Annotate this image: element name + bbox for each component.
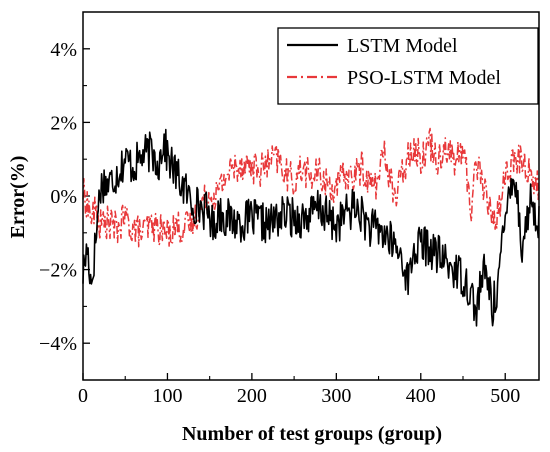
legend-box bbox=[277, 27, 539, 105]
series-line-pso-lstm bbox=[82, 127, 540, 248]
y-axis-ticks: −4% −2% 0% 2% 4% bbox=[39, 39, 90, 355]
legend-label-lstm: LSTM Model bbox=[347, 35, 458, 57]
y-tick-label: −4% bbox=[39, 333, 77, 355]
x-tick-label: 400 bbox=[406, 385, 436, 407]
x-tick-label: 200 bbox=[237, 385, 267, 407]
y-tick-label: 2% bbox=[50, 112, 77, 134]
legend: LSTM Model PSO-LSTM Model bbox=[277, 27, 539, 105]
x-tick-label: 300 bbox=[321, 385, 351, 407]
y-axis-label: Error(%) bbox=[7, 156, 29, 239]
y-tick-label: 4% bbox=[50, 39, 77, 61]
series-layer bbox=[82, 127, 540, 327]
x-axis-ticks: 0 100 200 300 400 500 bbox=[78, 373, 520, 407]
x-tick-label: 0 bbox=[78, 385, 88, 407]
y-tick-label: −2% bbox=[39, 260, 77, 282]
x-axis-label: Number of test groups (group) bbox=[182, 423, 442, 445]
x-tick-label: 500 bbox=[490, 385, 520, 407]
legend-label-pso-lstm: PSO-LSTM Model bbox=[347, 67, 501, 89]
plot-frame bbox=[82, 11, 540, 381]
x-tick-label: 100 bbox=[152, 385, 182, 407]
y-tick-label: 0% bbox=[50, 186, 77, 208]
series-line-lstm bbox=[82, 128, 540, 327]
